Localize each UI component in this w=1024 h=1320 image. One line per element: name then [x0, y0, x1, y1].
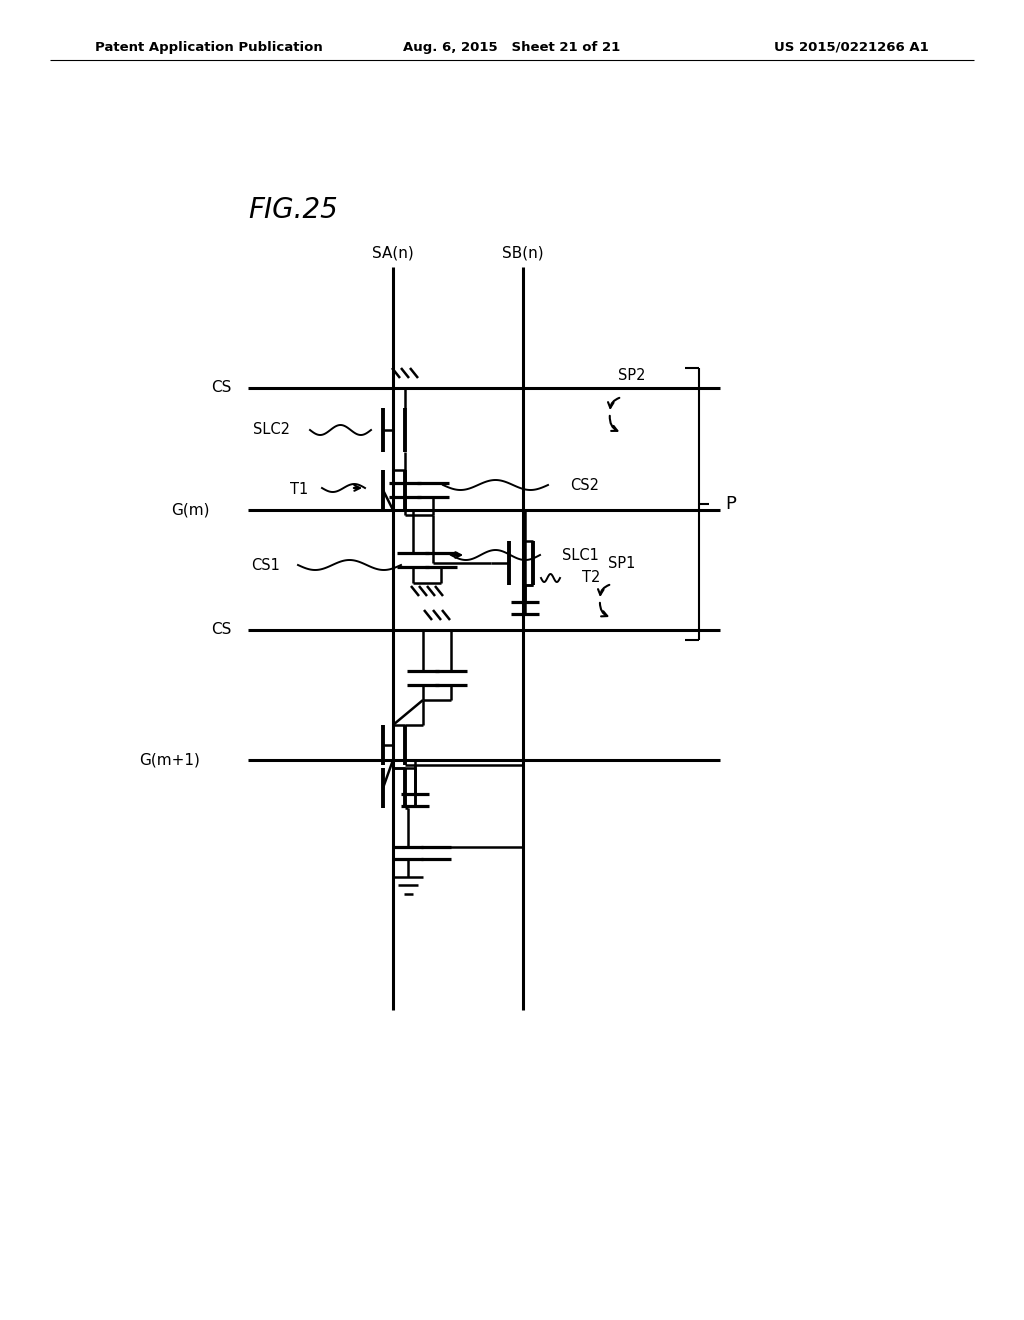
Text: T2: T2: [582, 570, 600, 586]
Text: SB(n): SB(n): [502, 246, 544, 260]
Text: Patent Application Publication: Patent Application Publication: [95, 41, 323, 54]
Text: P: P: [725, 495, 736, 513]
Text: Aug. 6, 2015   Sheet 21 of 21: Aug. 6, 2015 Sheet 21 of 21: [403, 41, 621, 54]
Text: CS1: CS1: [251, 557, 280, 573]
Text: G(m): G(m): [171, 503, 210, 517]
Text: FIG.25: FIG.25: [248, 195, 338, 224]
Text: CS: CS: [212, 623, 232, 638]
Text: SP2: SP2: [618, 367, 645, 383]
Text: G(m+1): G(m+1): [139, 752, 200, 767]
Text: SLC2: SLC2: [253, 422, 290, 437]
Text: US 2015/0221266 A1: US 2015/0221266 A1: [774, 41, 929, 54]
Text: CS2: CS2: [570, 478, 599, 492]
Text: SLC1: SLC1: [562, 548, 599, 562]
Text: T1: T1: [290, 483, 308, 498]
Text: SP1: SP1: [608, 556, 635, 570]
Text: SA(n): SA(n): [372, 246, 414, 260]
Text: CS: CS: [212, 380, 232, 396]
